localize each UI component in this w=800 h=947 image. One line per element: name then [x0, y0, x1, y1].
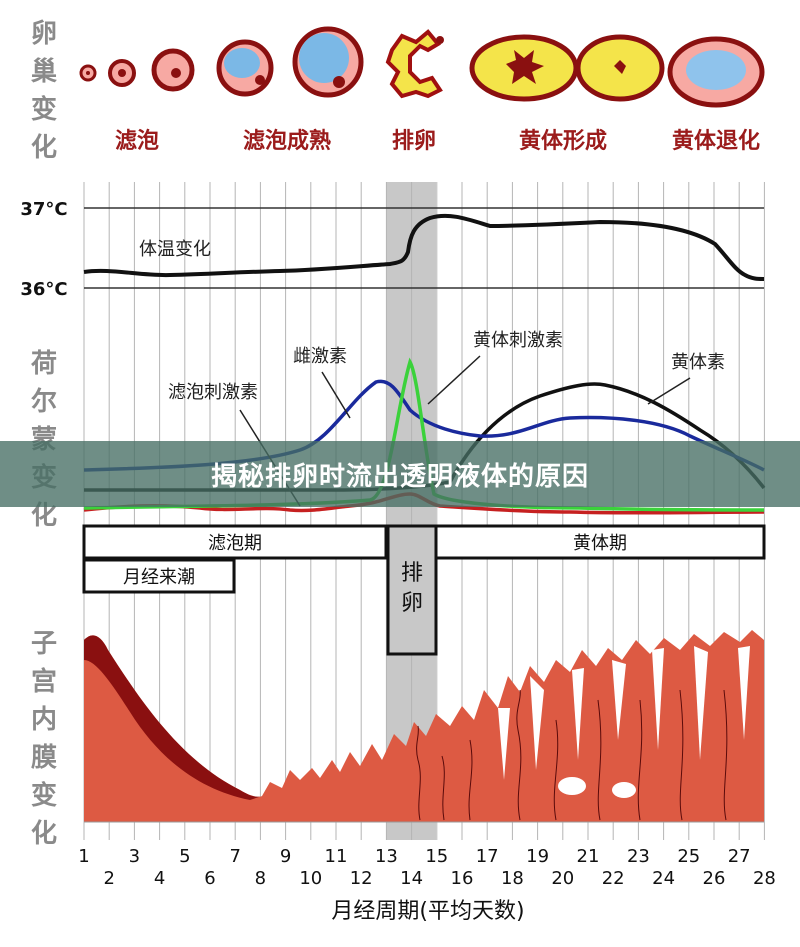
side-char: 内: [31, 705, 57, 735]
corpus-luteum-forming-icon: [469, 34, 579, 102]
progesterone-label: 黄体素: [671, 352, 725, 373]
phase-label-ovulation-2: 卵: [401, 591, 423, 616]
day-label: 25: [677, 846, 700, 867]
endometrium-layer: [84, 630, 764, 822]
phase-label-ovulation-1: 排: [401, 561, 423, 586]
phase-label-menstruation: 月经来潮: [123, 567, 195, 588]
side-char: 化: [31, 819, 57, 849]
banner-title: 揭秘排卵时流出透明液体的原因: [210, 461, 589, 492]
day-label: 26: [703, 868, 726, 889]
follicle-growing-icon: [108, 59, 136, 87]
day-label: 18: [501, 868, 524, 889]
phase-label-luteal: 黄体期: [573, 533, 627, 554]
day-label: 9: [280, 846, 291, 867]
day-label: 27: [728, 846, 751, 867]
day-label: 20: [551, 868, 574, 889]
title-banner: 揭秘排卵时流出透明液体的原因: [0, 441, 800, 507]
temp-low-label: 36°C: [20, 279, 67, 300]
estrogen-pointer: [321, 371, 351, 419]
day-ticks: 1 3 5 7 9 11 13 15 17 19 21 23 25 272 4 6 8 10 12 14 16 18 20 2…: [78, 821, 776, 889]
phase-box-ovulation: [386, 524, 438, 656]
day-label: 24: [652, 868, 675, 889]
temp-curve-label: 体温变化: [139, 239, 211, 260]
day-label: 15: [425, 846, 448, 867]
stage-label-follicle: 滤泡: [115, 128, 159, 154]
follicle-large-icon: [151, 48, 195, 92]
stage-label-corpus-luteum-regression: 黄体退化: [672, 128, 760, 154]
phase-box-follicular: [82, 524, 388, 560]
side-label-endometrium: 子 宫 内 膜 变 化: [31, 629, 57, 849]
day-label: 6: [204, 868, 215, 889]
day-label: 13: [375, 846, 398, 867]
side-char: 变: [31, 94, 57, 125]
mature-follicle-icon: [292, 26, 364, 98]
side-char: 子: [31, 629, 57, 659]
follicle-small-icon: [79, 64, 97, 82]
estrogen-label: 雌激素: [293, 346, 347, 367]
stage-label-mature-follicle: 滤泡成熟: [243, 128, 331, 154]
side-char: 尔: [31, 386, 57, 417]
day-label: 4: [154, 868, 165, 889]
day-label: 11: [325, 846, 348, 867]
phase-box-luteal: [434, 524, 766, 560]
side-char: 化: [31, 133, 57, 163]
progesterone-pointer: [647, 377, 691, 405]
day-label: 3: [129, 846, 140, 867]
day-label: 2: [103, 868, 114, 889]
temperature-curve: [83, 213, 765, 281]
corpus-albicans-icon: [667, 36, 765, 108]
ruptured-follicle-icon: [385, 29, 444, 99]
side-char: 巢: [30, 57, 57, 87]
corpus-luteum-icon: [575, 34, 665, 102]
follicle-antrum-icon: [216, 39, 274, 97]
x-axis-title: 月经周期(平均天数): [331, 899, 524, 924]
day-label: 10: [299, 868, 322, 889]
endometrium-glands: [498, 646, 750, 798]
ovulation-band: [386, 182, 436, 840]
day-label: 14: [400, 868, 423, 889]
day-label: 12: [350, 868, 373, 889]
day-label: 17: [476, 846, 499, 867]
fsh-label: 滤泡刺激素: [168, 382, 258, 403]
day-label: 16: [451, 868, 474, 889]
stage-label-corpus-luteum-formation: 黄体形成: [519, 129, 607, 154]
day-label: 5: [179, 846, 190, 867]
menstrual-shedding: [84, 635, 262, 800]
endometrium-vessels: [416, 689, 728, 821]
lh-label: 黄体刺激素: [473, 330, 563, 351]
temp-high-label: 37°C: [20, 199, 67, 220]
day-label: 7: [229, 846, 240, 867]
day-label: 21: [577, 846, 600, 867]
stage-label-ovulation: 排卵: [392, 129, 436, 154]
side-char: 卵: [31, 19, 57, 49]
side-char: 荷: [31, 349, 57, 379]
day-label: 23: [627, 846, 650, 867]
side-char: 膜: [31, 743, 57, 773]
side-label-ovary: 卵 巢 变 化: [30, 19, 57, 163]
day-label: 19: [526, 846, 549, 867]
day-label: 1: [78, 846, 89, 867]
day-label: 28: [753, 868, 776, 889]
phase-box-menstruation: [82, 558, 236, 594]
side-char: 变: [31, 780, 57, 811]
day-label: 22: [602, 868, 625, 889]
lh-pointer: [427, 355, 481, 405]
side-char: 宫: [31, 666, 57, 697]
day-label: 8: [255, 868, 266, 889]
phase-label-follicular: 滤泡期: [208, 533, 262, 554]
